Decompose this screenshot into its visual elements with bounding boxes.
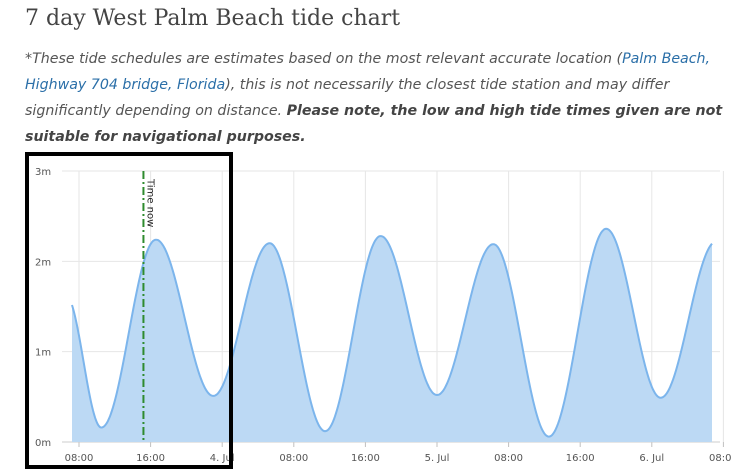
y-tick-label: 3m — [35, 167, 51, 178]
time-now-label: Time now — [144, 178, 155, 227]
x-tick-label: 4. Jul — [210, 453, 235, 464]
disclaimer-note: *These tide schedules are estimates base… — [25, 46, 725, 150]
page-title: 7 day West Palm Beach tide chart — [25, 6, 401, 31]
x-tick-label: 08:00 — [65, 453, 94, 464]
y-tick-label: 0m — [35, 438, 51, 449]
note-intro: *These tide schedules are estimates base… — [25, 51, 623, 67]
note-warning: Please note, the low and high tide times… — [25, 103, 723, 145]
x-tick-label: 16:00 — [566, 453, 595, 464]
y-axis: 0m 1m 2m 3m — [35, 167, 51, 449]
tide-area — [72, 228, 712, 442]
y-tick-label: 2m — [35, 257, 51, 268]
x-tick-label: 16:00 — [136, 453, 165, 464]
note-middle: ), this is not necessarily the closest t… — [25, 77, 670, 119]
station-link[interactable]: Palm Beach, Highway 704 bridge, Florida — [25, 51, 711, 93]
highlight-box — [25, 152, 233, 469]
x-tick-label: 08:00 — [279, 453, 308, 464]
x-tick-label: 6. Jul — [639, 453, 664, 464]
x-tick-label: 5. Jul — [425, 453, 450, 464]
y-tick-label: 1m — [35, 348, 51, 359]
tide-line — [71, 227, 713, 438]
x-axis: 08:00 16:00 4. Jul 08:00 16:00 5. Jul 08:00 16:… — [62, 441, 731, 464]
x-tick-label: 08:00 — [709, 453, 731, 464]
x-tick-label: 16:00 — [351, 453, 380, 464]
x-tick-label: 08:00 — [494, 453, 523, 464]
